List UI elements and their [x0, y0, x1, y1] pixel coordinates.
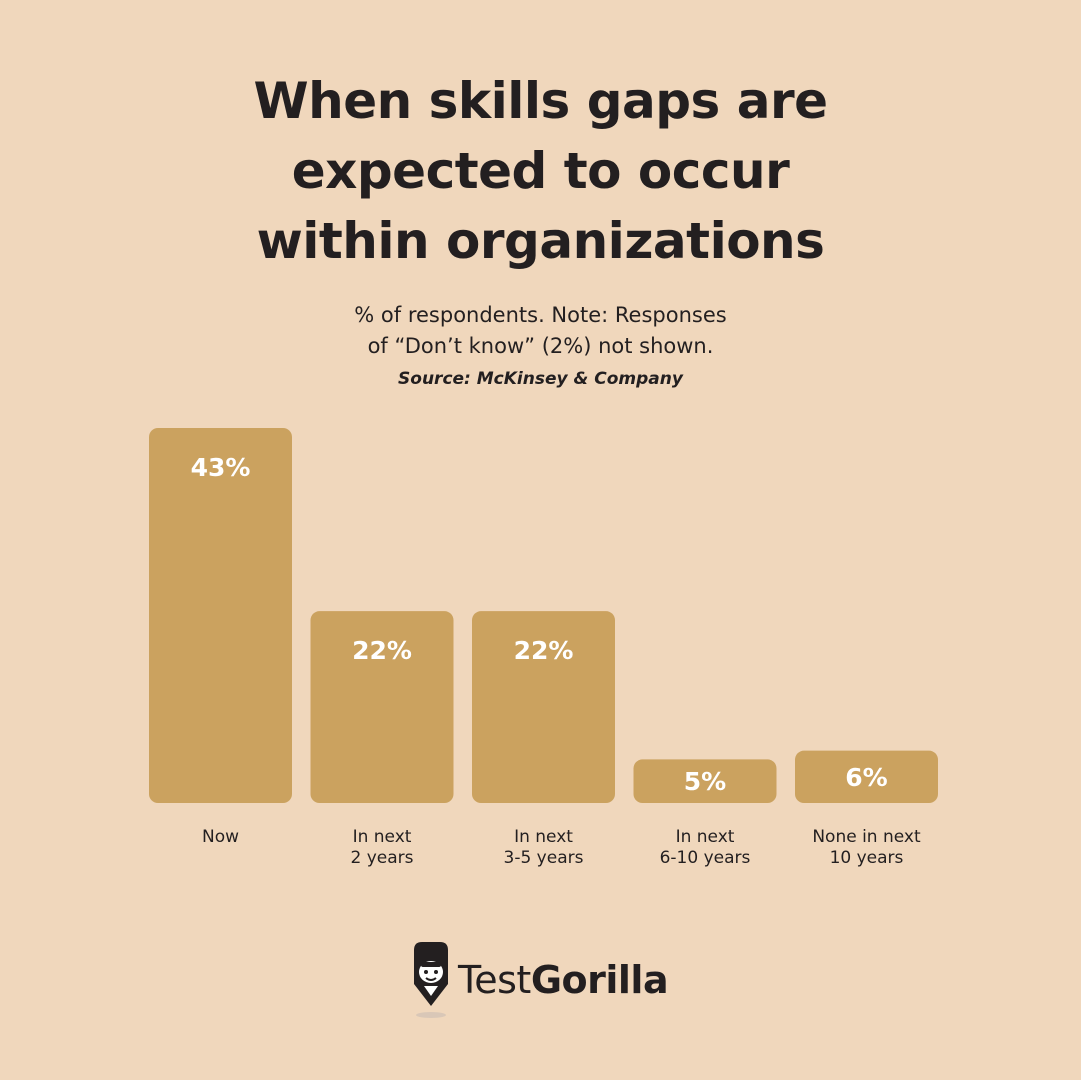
category-label-1-line-1: 2 years: [350, 848, 413, 868]
bar-value-label-1: 22%: [352, 636, 412, 665]
category-label-4-line-1: 10 years: [830, 848, 904, 868]
chart-title-line-2: expected to occur: [291, 142, 790, 200]
gorilla-icon: [414, 942, 448, 1018]
category-label-0-line-0: Now: [202, 827, 239, 847]
category-label-1: In next 2 years: [350, 827, 413, 868]
brand-name-regular: Test: [458, 958, 531, 1002]
bar-4: [795, 750, 938, 803]
chart-subtitle: % of respondents. Note: Responses of “Do…: [0, 300, 1081, 362]
chart-source: Source: McKinsey & Company: [398, 369, 683, 389]
bar-3: [633, 759, 777, 803]
chart-title: When skills gaps are expected to occur w…: [0, 66, 1081, 276]
bar-0: [149, 428, 292, 803]
category-label-4-line-0: None in next: [812, 827, 921, 847]
category-label-2-line-0: In next: [514, 827, 573, 847]
chart-title-line-3: within organizations: [256, 212, 825, 270]
bar-value-label-2: 22%: [514, 636, 574, 665]
chart-title-line-1: When skills gaps are: [253, 72, 828, 130]
category-label-3: In next 6-10 years: [660, 827, 751, 868]
brand-name: TestGorilla: [458, 958, 669, 1002]
brand-name-bold: Gorilla: [530, 958, 669, 1002]
category-label-4: None in next 10 years: [812, 827, 921, 868]
category-label-3-line-0: In next: [676, 827, 735, 847]
bar-value-label-4: 6%: [845, 763, 887, 792]
category-label-2-line-1: 3-5 years: [504, 848, 584, 868]
bar-value-label-3: 5%: [684, 767, 726, 796]
bar-2: [472, 611, 615, 803]
bar-value-label-0: 43%: [191, 453, 251, 482]
chart-subtitle-line-2: of “Don’t know” (2%) not shown.: [367, 334, 714, 358]
category-label-3-line-1: 6-10 years: [660, 848, 751, 868]
bar-1: [310, 611, 454, 803]
category-label-1-line-0: In next: [353, 827, 412, 847]
category-label-0: Now: [202, 827, 239, 847]
category-label-2: In next 3-5 years: [504, 827, 584, 868]
chart-subtitle-line-1: % of respondents. Note: Responses: [354, 303, 727, 327]
